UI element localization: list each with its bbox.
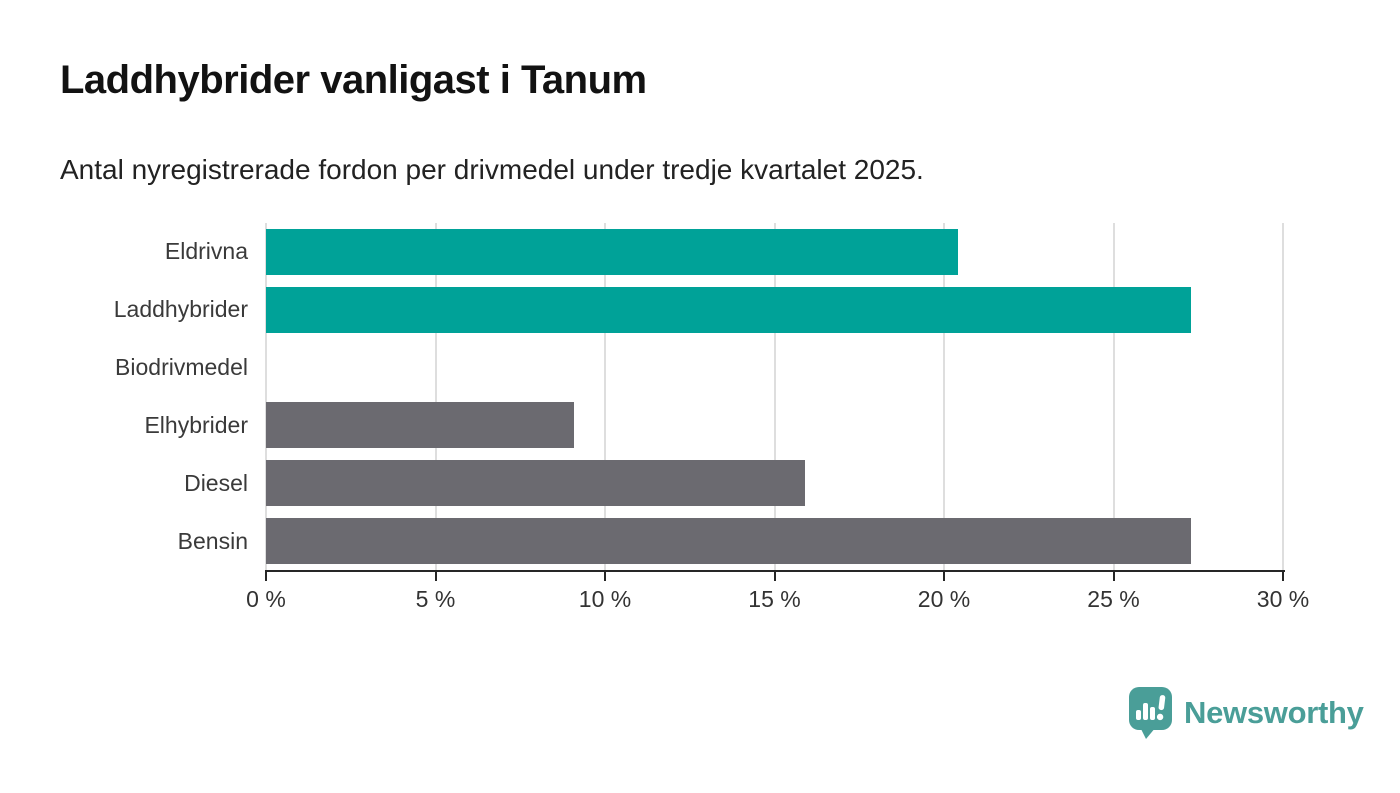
category-label-biodrivmedel: Biodrivmedel bbox=[115, 354, 248, 381]
bar-chart-plot-area bbox=[265, 223, 1284, 570]
newsworthy-logo-icon bbox=[1129, 687, 1172, 739]
chart-subtitle: Antal nyregistrerade fordon per drivmede… bbox=[60, 154, 924, 185]
x-axis-tick-label-5: 5 % bbox=[415, 586, 456, 612]
x-axis-tick-25 bbox=[1112, 570, 1115, 581]
gridline-10 bbox=[604, 223, 606, 570]
x-axis-line bbox=[266, 570, 1285, 572]
x-axis-tick-20 bbox=[943, 570, 945, 581]
y-axis-category-labels: Eldrivna Laddhybrider Biodrivmedel Elhybrid… bbox=[0, 223, 250, 570]
x-axis-tick-10 bbox=[604, 570, 606, 581]
bar-eldrivna bbox=[266, 228, 958, 275]
x-axis-tick-0 bbox=[265, 570, 267, 581]
x-axis-tick-30 bbox=[1282, 570, 1284, 581]
x-axis-tick-label-0: 0 % bbox=[246, 586, 286, 612]
gridline-0 bbox=[265, 223, 267, 570]
bar-laddhybrider bbox=[266, 286, 1192, 333]
gridline-30 bbox=[1282, 223, 1284, 570]
category-label-bensin: Bensin bbox=[177, 527, 248, 554]
x-axis-tick-label-30: 30 % bbox=[1256, 586, 1310, 612]
bar-bensin bbox=[266, 518, 1192, 565]
bar-diesel bbox=[266, 460, 805, 507]
gridline-15 bbox=[773, 223, 776, 570]
category-label-laddhybrider: Laddhybrider bbox=[113, 296, 248, 323]
chart-title: Laddhybrider vanligast i Tanum bbox=[60, 58, 647, 102]
gridline-25 bbox=[1112, 223, 1115, 570]
newsworthy-logo: Newsworthy bbox=[1128, 686, 1364, 740]
gridline-5 bbox=[434, 223, 437, 570]
newsworthy-logo-text: Newsworthy bbox=[1184, 695, 1364, 730]
x-axis-tick-label-10: 10 % bbox=[578, 586, 632, 612]
bar-elhybrider bbox=[266, 402, 575, 449]
x-axis-tick-label-15: 15 % bbox=[748, 586, 801, 612]
x-axis-tick-label-20: 20 % bbox=[917, 586, 971, 612]
category-label-diesel: Diesel bbox=[184, 469, 248, 496]
category-label-elhybrider: Elhybrider bbox=[144, 411, 248, 438]
x-axis-tick-5 bbox=[434, 570, 437, 581]
x-axis-tick-label-25: 25 % bbox=[1087, 586, 1140, 612]
gridline-20 bbox=[943, 223, 945, 570]
x-axis: 0 % 5 % 10 % 15 % 20 % 25 % 30 % bbox=[246, 570, 1309, 630]
category-label-eldrivna: Eldrivna bbox=[164, 238, 248, 265]
x-axis-tick-15 bbox=[773, 570, 776, 581]
